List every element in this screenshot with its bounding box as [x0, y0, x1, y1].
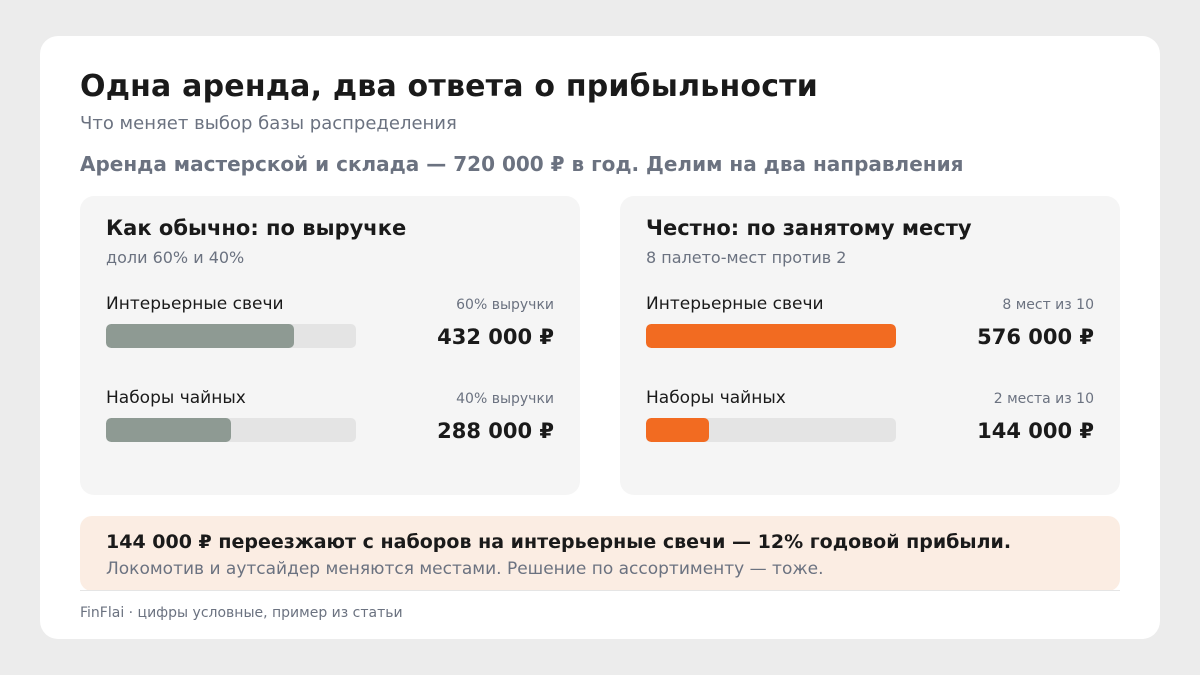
- allocation-row-candles: Интерьерные свечи 8 мест из 10 576 000 ₽: [646, 294, 1094, 364]
- row-value: 288 000 ₽: [437, 419, 554, 443]
- callout-main-text: 144 000 ₽ переезжают с наборов на интерь…: [106, 531, 1012, 553]
- bar-fill: [646, 418, 709, 442]
- row-label: Наборы чайных: [646, 388, 786, 408]
- panel-subtitle: доли 60% и 40%: [106, 248, 245, 267]
- row-note: 40% выручки: [456, 391, 554, 407]
- row-value: 144 000 ₽: [977, 419, 1094, 443]
- bar-fill: [106, 324, 294, 348]
- callout-sub-text: Локомотив и аутсайдер меняются местами. …: [106, 559, 824, 579]
- panel-subtitle: 8 палето-мест против 2: [646, 248, 847, 267]
- row-label: Интерьерные свечи: [106, 294, 284, 314]
- row-label: Наборы чайных: [106, 388, 246, 408]
- page-title: Одна аренда, два ответа о прибыльности: [80, 69, 818, 104]
- bar-track: [106, 324, 356, 348]
- main-card: Одна аренда, два ответа о прибыльности Ч…: [40, 36, 1160, 639]
- panel-title: Честно: по занятому месту: [646, 216, 972, 240]
- row-value: 576 000 ₽: [977, 325, 1094, 349]
- footer-source: FinFlai · цифры условные, пример из стат…: [80, 605, 403, 621]
- row-value: 432 000 ₽: [437, 325, 554, 349]
- bar-fill: [646, 324, 896, 348]
- allocation-row-tea-sets: Наборы чайных 40% выручки 288 000 ₽: [106, 388, 554, 458]
- bar-track: [646, 324, 896, 348]
- panel-by-space: Честно: по занятому месту 8 палето-мест …: [620, 196, 1120, 495]
- row-note: 2 места из 10: [993, 391, 1094, 407]
- lead-text: Аренда мастерской и склада — 720 000 ₽ в…: [80, 152, 964, 176]
- panel-by-revenue: Как обычно: по выручке доли 60% и 40% Ин…: [80, 196, 580, 495]
- allocation-row-tea-sets: Наборы чайных 2 места из 10 144 000 ₽: [646, 388, 1094, 458]
- row-note: 60% выручки: [456, 297, 554, 313]
- divider: [80, 590, 1120, 591]
- page-subtitle: Что меняет выбор базы распределения: [80, 113, 457, 134]
- panel-title: Как обычно: по выручке: [106, 216, 407, 240]
- bar-track: [106, 418, 356, 442]
- allocation-row-candles: Интерьерные свечи 60% выручки 432 000 ₽: [106, 294, 554, 364]
- conclusion-callout: 144 000 ₽ переезжают с наборов на интерь…: [80, 516, 1120, 591]
- row-note: 8 мест из 10: [1002, 297, 1094, 313]
- bar-track: [646, 418, 896, 442]
- bar-fill: [106, 418, 231, 442]
- row-label: Интерьерные свечи: [646, 294, 824, 314]
